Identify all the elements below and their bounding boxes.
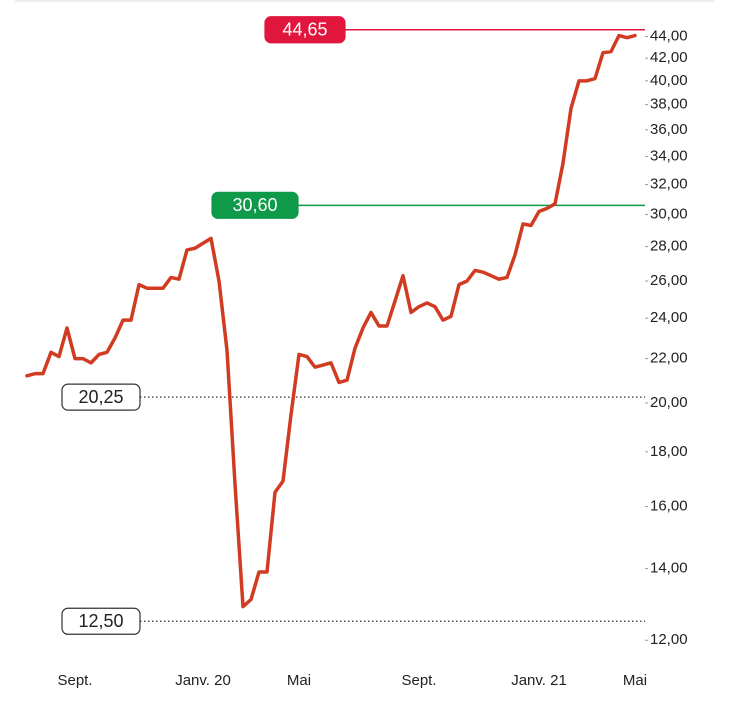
y-tick-label: 34,00: [650, 147, 688, 164]
x-tick-label: Mai: [287, 672, 311, 689]
reference-label: 12,50: [78, 611, 123, 631]
x-tick-label: Janv. 20: [175, 672, 231, 689]
y-tick-label: 14,00: [650, 560, 688, 577]
y-tick-label: 42,00: [650, 49, 688, 66]
x-tick-label: Sept.: [57, 672, 92, 689]
x-tick-label: Janv. 21: [511, 672, 567, 689]
y-tick-label: 20,00: [650, 394, 688, 411]
y-tick-label: 32,00: [650, 176, 688, 193]
y-tick-label: 16,00: [650, 498, 688, 515]
y-tick-label: 44,00: [650, 28, 688, 45]
y-tick-label: 40,00: [650, 72, 688, 89]
price-line: [25, 33, 637, 609]
y-tick-label: 30,00: [650, 205, 688, 222]
y-tick-label: 22,00: [650, 350, 688, 367]
y-tick-label: 36,00: [650, 121, 688, 138]
reference-label: 30,60: [232, 195, 277, 215]
y-tick-label: 12,00: [650, 631, 688, 648]
y-tick-label: 24,00: [650, 309, 688, 326]
x-tick-label: Mai: [623, 672, 647, 689]
y-tick-label: 28,00: [650, 238, 688, 255]
reference-label: 20,25: [78, 387, 123, 407]
reference-label-box: [61, 383, 141, 411]
y-tick-label: 26,00: [650, 272, 688, 289]
reference-label-box: [211, 191, 299, 219]
reference-label-box: [61, 607, 141, 635]
x-tick-label: Sept.: [401, 672, 436, 689]
y-tick-label: 18,00: [650, 443, 688, 460]
y-tick-label: 38,00: [650, 96, 688, 113]
reference-label: 44,65: [282, 20, 327, 40]
reference-label-box: [264, 16, 346, 44]
